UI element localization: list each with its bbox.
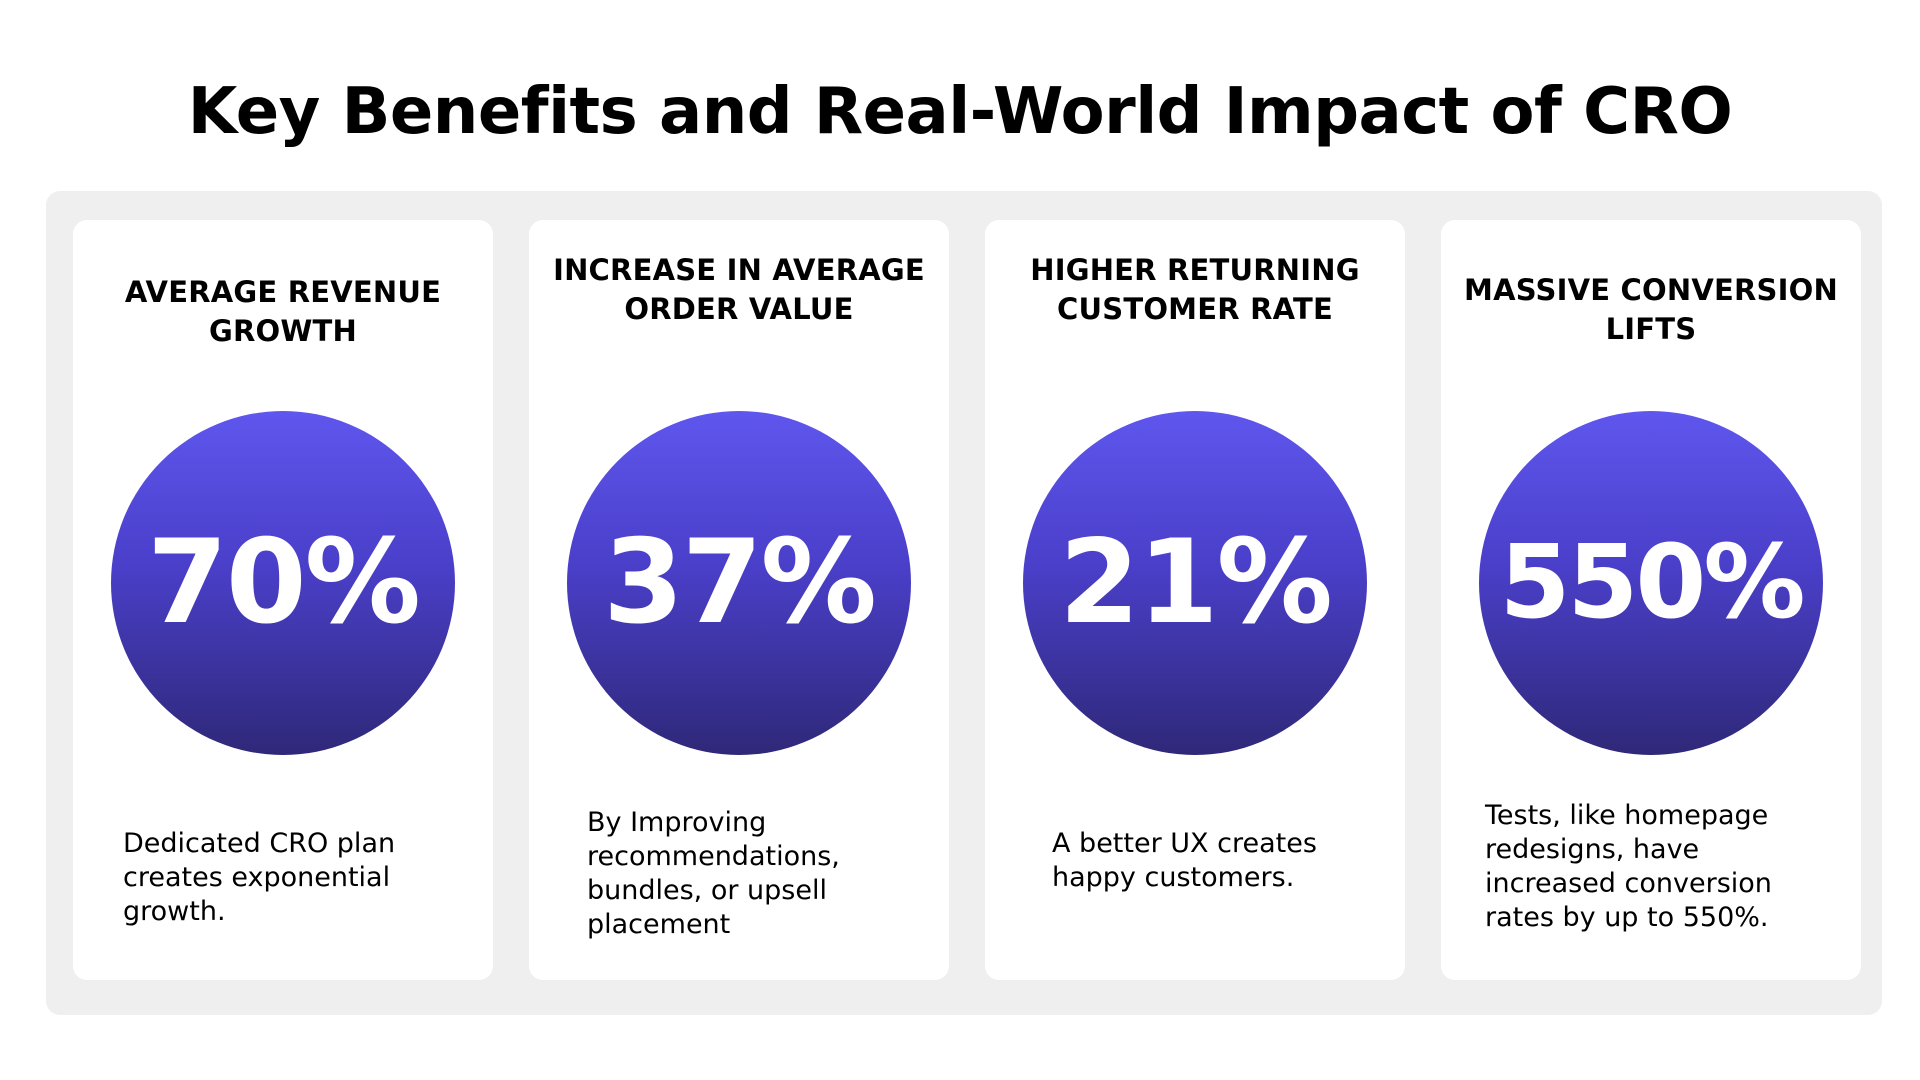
card-title: INCREASE IN AVERAGE ORDER VALUE <box>553 253 925 326</box>
benefits-panel: AVERAGE REVENUE GROWTH 70% Dedicated CRO… <box>46 191 1882 1015</box>
benefit-card-order-value: INCREASE IN AVERAGE ORDER VALUE 37% By I… <box>529 220 949 980</box>
card-title: HIGHER RETURNING CUSTOMER RATE <box>1030 253 1360 326</box>
stat-circle: 37% <box>567 411 911 755</box>
card-title: AVERAGE REVENUE GROWTH <box>124 275 442 348</box>
stat-circle: 70% <box>111 411 455 755</box>
benefit-card-conversion-lifts: MASSIVE CONVERSION LIFTS 550% Tests, lik… <box>1441 220 1861 980</box>
stat-circle: 21% <box>1023 411 1367 755</box>
stat-value: 550% <box>1499 523 1805 642</box>
benefit-card-revenue-growth: AVERAGE REVENUE GROWTH 70% Dedicated CRO… <box>73 220 493 980</box>
stat-circle: 550% <box>1479 411 1823 755</box>
page-title: Key Benefits and Real-World Impact of CR… <box>187 75 1733 149</box>
card-description: By Improving recommendations, bundles, o… <box>587 807 840 940</box>
benefit-card-returning-customers: HIGHER RETURNING CUSTOMER RATE 21% A bet… <box>985 220 1405 980</box>
card-description: A better UX creates happy customers. <box>1052 828 1317 893</box>
stat-value: 21% <box>1059 515 1333 650</box>
card-description: Dedicated CRO plan creates exponential g… <box>123 828 396 927</box>
stat-value: 70% <box>147 515 421 650</box>
stat-value: 37% <box>603 515 877 650</box>
card-title: MASSIVE CONVERSION LIFTS <box>1464 273 1838 346</box>
card-description: Tests, like homepage redesigns, have inc… <box>1485 800 1772 933</box>
